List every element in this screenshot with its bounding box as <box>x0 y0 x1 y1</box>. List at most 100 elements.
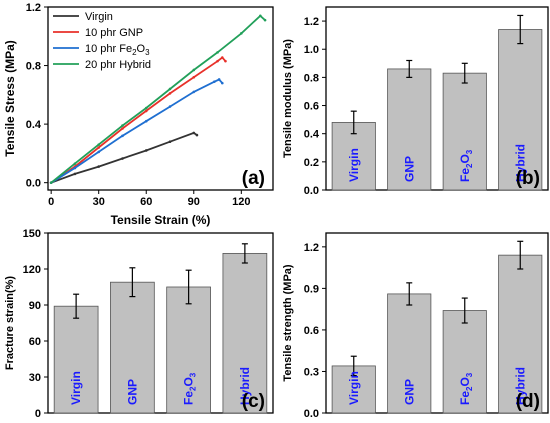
panel-b: 0.0 0.2 0.4 0.6 0.8 1.0 1.2 Tensile modulus (MP… <box>282 6 549 197</box>
bar-label-part: O <box>458 154 472 163</box>
data-point <box>192 131 196 135</box>
plot-frame <box>47 6 274 191</box>
data-point <box>168 140 172 143</box>
legend-entry: 10 phr Fe2O3 <box>85 43 150 57</box>
y-tick-label: 30 <box>29 372 41 384</box>
bar-label: Fe2O3 <box>182 372 198 405</box>
bar <box>166 286 211 414</box>
y-axis-label: Fracture strain(%) <box>4 276 16 370</box>
data-point <box>240 32 243 35</box>
bar <box>498 29 543 191</box>
data-point <box>220 56 224 59</box>
data-point <box>216 51 219 54</box>
data-point <box>121 124 124 127</box>
data-point <box>217 78 221 81</box>
data-point <box>144 149 148 152</box>
y-tick-label: 0.0 <box>304 408 319 420</box>
data-point <box>192 68 196 72</box>
y-tick-label: 1.2 <box>304 242 319 254</box>
data-point <box>168 105 172 108</box>
data-point <box>195 133 199 137</box>
bar-label: Hybrid <box>238 367 252 405</box>
bar-label-part: O <box>458 377 472 386</box>
bar <box>387 293 432 414</box>
bar-label-part: Fe <box>458 168 472 182</box>
data-point <box>259 14 262 18</box>
panel-label: (b) <box>516 168 540 189</box>
legend-entry-main: 10 phr GNP <box>85 27 143 39</box>
series-line <box>50 78 223 184</box>
x-tick-label: 0 <box>48 196 54 208</box>
data-point <box>192 90 196 94</box>
plot-frame <box>47 232 274 414</box>
data-point <box>220 81 224 85</box>
data-point <box>97 165 101 168</box>
data-point <box>73 166 77 170</box>
bar-label-subscript: 2 <box>465 163 474 168</box>
bar <box>442 310 487 414</box>
x-tick-label: 30 <box>93 196 105 208</box>
bar <box>110 281 155 414</box>
bar <box>53 305 99 414</box>
plot-frame <box>325 6 549 191</box>
legend-entry: 10 phr GNP <box>85 27 143 39</box>
bar-label: GNP <box>402 156 416 182</box>
legend-entry-main: 10 phr Fe <box>85 43 132 55</box>
y-tick-label: 1.0 <box>304 44 319 56</box>
bar-label-subscript: 3 <box>189 372 198 377</box>
y-tick-label: 0.6 <box>304 101 319 113</box>
series-line <box>50 14 266 184</box>
bar-label: Fe2O3 <box>458 149 474 182</box>
x-tick-label: 90 <box>188 196 200 208</box>
x-tick-label: 120 <box>232 196 250 208</box>
y-tick-label: 150 <box>23 228 41 240</box>
panel-c: 0 30 60 90 120 150 Fracture strain(%) Virgin GNP… <box>4 228 274 420</box>
y-tick-label: 0.0 <box>26 178 41 190</box>
data-point <box>144 109 148 113</box>
x-tick-label: 60 <box>140 196 152 208</box>
plot-frame <box>325 232 549 414</box>
data-point <box>49 181 53 184</box>
legend-entry-main: 20 phr Hybrid <box>85 59 151 71</box>
legend-entry-subscript: 2 <box>132 48 137 57</box>
bar <box>222 252 268 414</box>
data-point <box>144 106 148 110</box>
panel-a: 0 30 60 90 120 0.0 0.4 0.8 1.2 Tensile Strain (%)… <box>3 2 274 227</box>
x-axis-label: Tensile Strain (%) <box>111 213 211 227</box>
y-tick-label: 0.3 <box>304 366 319 378</box>
y-axis-label: Tensile Stress (MPa) <box>3 40 17 156</box>
data-point <box>192 75 196 79</box>
bar <box>442 72 487 191</box>
data-point <box>121 134 124 138</box>
data-point <box>263 18 267 22</box>
data-point <box>73 172 77 176</box>
y-tick-label: 60 <box>29 336 41 348</box>
y-tick-label: 0.4 <box>304 129 320 141</box>
data-point <box>213 80 216 83</box>
bar-label: GNP <box>125 379 139 405</box>
y-tick-label: 0.0 <box>304 185 319 197</box>
bar-label-subscript: 3 <box>465 372 474 377</box>
data-point <box>97 150 101 154</box>
y-axis-label: Tensile modulus (MPa) <box>282 39 294 158</box>
y-tick-label: 1.2 <box>26 2 41 14</box>
bar-label-part: Fe <box>458 391 472 405</box>
data-point <box>168 87 172 91</box>
bar-label: Virgin <box>69 371 83 405</box>
data-point <box>121 157 124 160</box>
panel-label: (c) <box>242 391 265 412</box>
y-tick-label: 1.2 <box>304 16 319 28</box>
bar <box>498 254 543 414</box>
y-tick-label: 0.8 <box>26 61 41 73</box>
data-point <box>144 119 148 123</box>
y-tick-label: 0 <box>35 408 41 420</box>
legend-entry-subscript: 3 <box>145 48 150 57</box>
data-point <box>97 143 101 146</box>
y-tick-label: 0.2 <box>304 157 319 169</box>
panel-label: (d) <box>516 391 540 412</box>
bar-label-part: O <box>182 377 196 386</box>
bar-label: Fe2O3 <box>458 372 474 405</box>
bar-label-subscript: 3 <box>465 149 474 154</box>
bar-label-part: Fe <box>182 391 196 405</box>
